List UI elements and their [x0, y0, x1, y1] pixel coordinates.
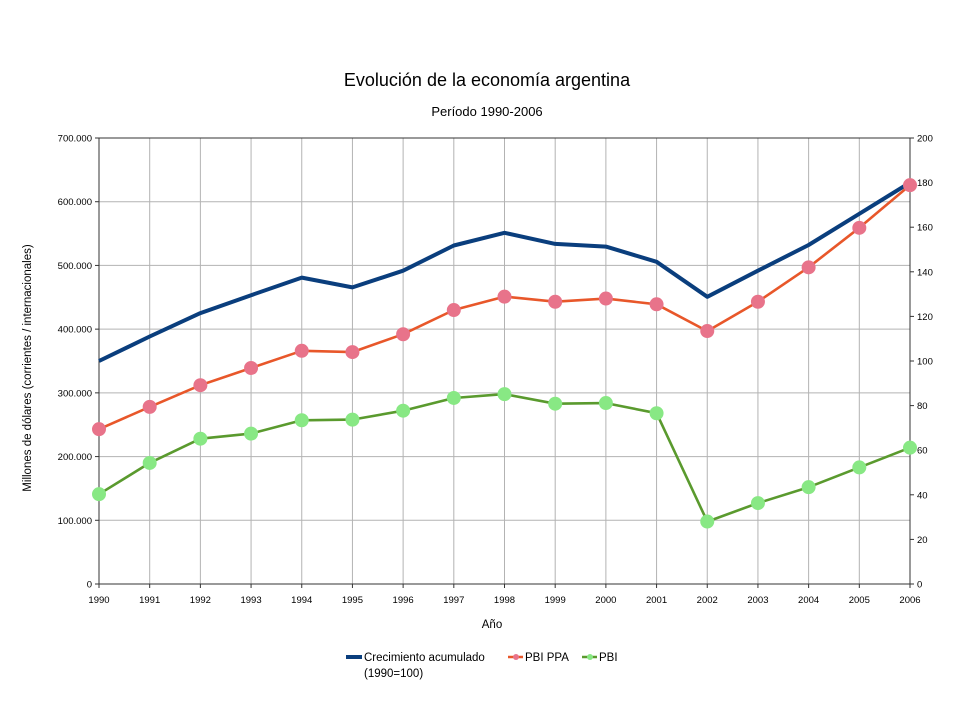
x-tick-label: 2000 [595, 595, 616, 606]
data-point [142, 455, 157, 470]
x-tick-label: 1995 [342, 595, 363, 606]
y-axis-right: 0 20 40 60 80 100 120 140 160 180 200 [910, 134, 933, 591]
y-tick-label: 700.000 [58, 134, 92, 145]
chart-title: Evolución de la economía argentina [344, 70, 631, 90]
data-point [649, 297, 664, 312]
data-point [345, 412, 360, 427]
y-tick-label: 100.000 [58, 516, 92, 527]
legend-marker-pbi [587, 654, 593, 660]
y-tick-label: 500.000 [58, 261, 92, 272]
data-point [294, 343, 309, 358]
y2-tick-label: 120 [917, 312, 933, 323]
data-point [396, 327, 411, 342]
y-tick-label: 0 [87, 580, 92, 591]
legend-label-crecimiento-line2: (1990=100) [364, 668, 423, 680]
y2-tick-label: 100 [917, 357, 933, 368]
data-point [598, 291, 613, 306]
data-point [446, 303, 461, 318]
data-point [548, 396, 563, 411]
legend-label-pbi-ppa: PBI PPA [525, 652, 569, 664]
y2-tick-label: 40 [917, 490, 928, 501]
data-point [345, 345, 360, 360]
data-point [497, 289, 512, 304]
legend-item-crecimiento: Crecimiento acumulado (1990=100) [346, 652, 485, 680]
data-point [446, 390, 461, 405]
x-tick-label: 2001 [646, 595, 667, 606]
y2-tick-label: 0 [917, 580, 922, 591]
data-point [852, 220, 867, 235]
y-tick-label: 400.000 [58, 325, 92, 336]
x-tick-label: 1990 [88, 595, 109, 606]
data-point [193, 431, 208, 446]
x-tick-label: 1999 [545, 595, 566, 606]
legend-marker-pbi-ppa [513, 654, 519, 660]
x-tick-label: 1992 [190, 595, 211, 606]
data-point [750, 496, 765, 511]
data-point [903, 178, 917, 193]
data-point [750, 294, 765, 309]
chart-subtitle: Período 1990-2006 [431, 104, 542, 119]
data-point [92, 422, 106, 437]
data-point [142, 399, 157, 414]
x-tick-label: 1993 [240, 595, 261, 606]
x-tick-label: 1991 [139, 595, 160, 606]
y-tick-label: 300.000 [58, 388, 92, 399]
y2-tick-label: 180 [917, 178, 933, 189]
data-point [244, 426, 259, 441]
y-tick-label: 600.000 [58, 197, 92, 208]
x-tick-label: 1998 [494, 595, 515, 606]
data-point [92, 487, 106, 502]
x-tick-label: 2002 [697, 595, 718, 606]
legend-item-pbi: PBI [582, 652, 618, 664]
data-point [801, 480, 816, 495]
y2-tick-label: 80 [917, 401, 928, 412]
series-line-0 [98, 180, 912, 363]
series-layer [92, 178, 917, 529]
legend: Crecimiento acumulado (1990=100) PBI PPA… [346, 652, 618, 680]
data-point [852, 460, 867, 475]
legend-item-pbi-ppa: PBI PPA [508, 652, 569, 664]
data-point [700, 514, 715, 529]
data-point [396, 403, 411, 418]
data-point [700, 324, 715, 339]
data-point [903, 440, 917, 455]
gridlines [99, 137, 910, 584]
data-point [244, 361, 259, 376]
y2-tick-label: 160 [917, 223, 933, 234]
data-point [801, 260, 816, 275]
data-point [294, 413, 309, 428]
y-axis-left: 0 100.000 200.000 300.000 400.000 500.000 600.… [58, 134, 99, 591]
y-tick-label: 200.000 [58, 452, 92, 463]
x-tick-label: 2005 [849, 595, 870, 606]
x-tick-label: 2003 [747, 595, 768, 606]
y-axis-title: Millones de dólares (corrientes / intern… [22, 244, 34, 492]
x-tick-label: 1994 [291, 595, 312, 606]
legend-label-pbi: PBI [599, 652, 618, 664]
x-axis: 1990 1991 1992 1993 1994 1995 1996 1997 1998 1999… [88, 584, 921, 606]
data-point [548, 294, 563, 309]
legend-label-crecimiento: Crecimiento acumulado [364, 652, 485, 664]
y2-tick-label: 200 [917, 134, 933, 145]
x-tick-label: 2004 [798, 595, 819, 606]
x-tick-label: 1996 [393, 595, 414, 606]
x-tick-label: 2006 [899, 595, 920, 606]
x-axis-title: Año [482, 619, 502, 631]
data-point [193, 378, 208, 393]
y2-tick-label: 60 [917, 446, 928, 457]
y2-tick-label: 20 [917, 535, 928, 546]
data-point [497, 387, 512, 402]
data-point [598, 396, 613, 411]
x-tick-label: 1997 [443, 595, 464, 606]
y2-tick-label: 140 [917, 267, 933, 278]
data-point [649, 406, 664, 421]
